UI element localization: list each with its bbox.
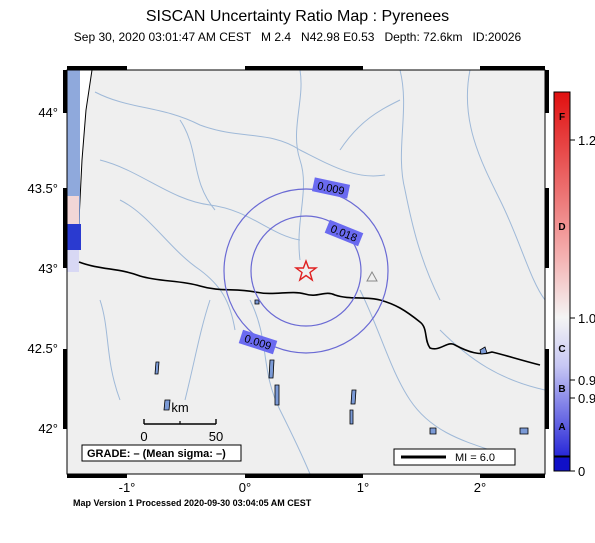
lon-tick: 1° [357, 480, 369, 495]
lakes [154, 299, 529, 435]
rivers [94, 70, 545, 474]
grade-box: GRADE: – (Mean sigma: –) [81, 444, 242, 462]
river [399, 70, 441, 301]
lake [268, 359, 275, 379]
colorbar: F D C B A 1.2 1.0 0.9 0.9 0 [553, 91, 595, 479]
lat-tick: 42° [38, 421, 58, 436]
lake [254, 299, 260, 305]
svg-text:GRADE: – (Mean sigma: –): GRADE: – (Mean sigma: –) [87, 448, 226, 460]
contour-label-1: 0.009 [311, 177, 351, 199]
map-footer: Map Version 1 Processed 2020-09-30 03:04… [73, 498, 312, 508]
colorbar-value: 0.9 [578, 391, 595, 406]
colorbar-value: 1.2 [578, 133, 595, 148]
grade-letter: C [558, 344, 565, 355]
coastal-cell [67, 70, 80, 230]
star-icon [293, 258, 319, 282]
river [99, 299, 121, 401]
scale-min: 0 [140, 429, 147, 444]
event-depth: Depth: 72.6km [384, 30, 463, 44]
grade-letter: D [558, 222, 565, 233]
river [466, 70, 545, 301]
event-id: ID:20026 [472, 30, 522, 44]
land-area [67, 70, 545, 474]
contour-inner [250, 215, 362, 327]
lake [429, 427, 437, 435]
river [94, 91, 386, 177]
lon-tick: -1° [119, 480, 136, 495]
river [119, 199, 236, 331]
coastal-cell [67, 196, 79, 224]
lon-tick: 0° [239, 480, 251, 495]
grade-letter: A [558, 422, 565, 433]
lake [349, 409, 354, 425]
scale-max: 50 [209, 429, 223, 444]
river [339, 99, 401, 151]
colorbar-gradient [553, 91, 571, 457]
colorbar-value: 0 [578, 464, 585, 479]
lat-tick: 42.5° [27, 341, 58, 356]
scale-unit: km [171, 400, 188, 415]
lake [519, 427, 529, 435]
lon-axis: -1° 0° 1° 2° [119, 480, 487, 495]
triangle-icon [366, 270, 378, 282]
lat-tick: 43° [38, 261, 58, 276]
map-title: SISCAN Uncertainty Ratio Map : Pyrenees [145, 8, 450, 25]
grade-letter: F [559, 112, 565, 123]
colorbar-value: 0.9 [578, 373, 595, 388]
colorbar-value: 1.0 [578, 311, 595, 326]
mi-legend: MI = 6.0 [393, 448, 516, 466]
lake [154, 361, 160, 375]
river [179, 119, 216, 211]
colorbar-zero-swatch [553, 456, 571, 472]
lat-tick: 43.5° [27, 181, 58, 196]
event-magnitude: M 2.4 [261, 30, 292, 44]
contour-outer [223, 188, 389, 354]
svg-text:0.009: 0.009 [316, 180, 345, 197]
coastal-cell [67, 250, 79, 272]
river [439, 329, 545, 391]
event-datetime: Sep 30, 2020 03:01:47 AM CEST [73, 30, 251, 44]
lake [163, 399, 171, 411]
river [359, 289, 491, 451]
river [99, 159, 301, 241]
river [184, 299, 211, 401]
svg-text:MI = 6.0: MI = 6.0 [455, 452, 495, 464]
map-subtitle: Sep 30, 2020 03:01:47 AM CEST M 2.4 N42.… [0, 30, 595, 44]
contours [223, 188, 389, 354]
coastal-cell [67, 224, 81, 250]
lon-tick: 2° [474, 480, 486, 495]
event-location: N42.98 E0.53 [301, 30, 375, 44]
lake [479, 346, 488, 355]
lake [274, 384, 280, 406]
frame-ticks [63, 66, 549, 478]
lat-axis: 44° 43.5° 43° 42.5° 42° [27, 105, 58, 436]
scale-bar: km 0 50 [140, 400, 223, 444]
lake [350, 389, 357, 405]
grade-letter: B [558, 384, 565, 395]
river [296, 70, 305, 261]
lat-tick: 44° [38, 105, 58, 120]
